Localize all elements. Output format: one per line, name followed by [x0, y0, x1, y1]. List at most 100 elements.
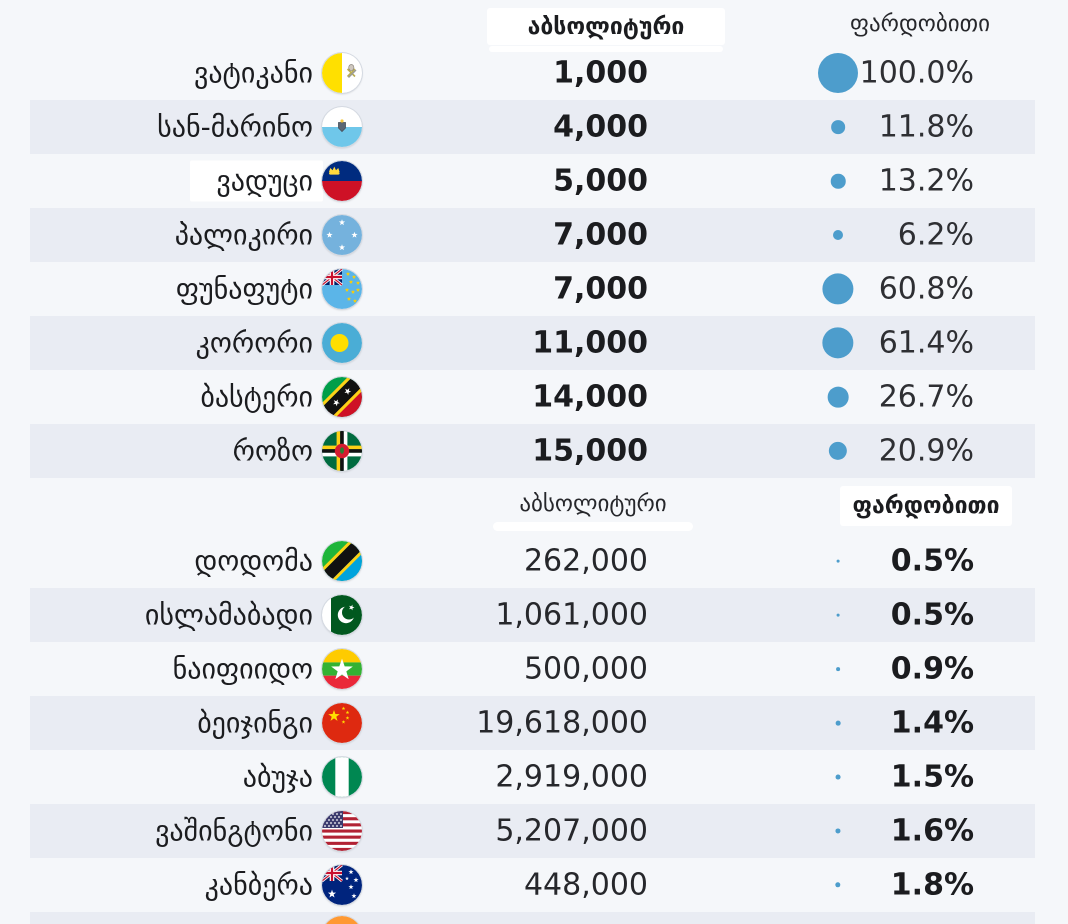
capital-row: ვატიკანი 1,000 100.0% [0, 46, 1068, 100]
percent-value: 1.4% [890, 705, 974, 741]
absolute-value: 19,618,000 [476, 705, 648, 741]
percent-value: 6.2% [897, 217, 974, 253]
partial-row [0, 912, 1068, 924]
percent-bubble [836, 667, 840, 671]
capital-row: ფუნაფუტი 7,000 60.8% [0, 262, 1068, 316]
flag-icon-tuvalu [322, 269, 362, 309]
absolute-value: 1,000 [553, 55, 648, 91]
percent-bubble [833, 230, 843, 240]
percent-bubble [831, 120, 845, 134]
absolute-value: 262,000 [523, 543, 648, 579]
absolute-value: 14,000 [532, 379, 648, 415]
percent-bubble [835, 828, 841, 834]
flag-icon-india [322, 916, 362, 924]
capital-name: კორორი [195, 326, 313, 360]
percent-value: 13.2% [878, 163, 974, 199]
header-underline-bar [493, 522, 693, 531]
absolute-value: 15,000 [532, 433, 648, 469]
capital-row: ისლამაბადი 1,061,000 0.5% [0, 588, 1068, 642]
flag-icon-nigeria [322, 757, 362, 797]
percent-bubble [828, 441, 848, 461]
large-capitals-section: აბსოლიტური ფარდობითი დოდომა 262,000 0.5% ი… [0, 478, 1068, 924]
flag-icon-san-marino [322, 107, 362, 147]
capital-name: სან-მარინო [157, 110, 313, 144]
percent-value: 11.8% [878, 109, 974, 145]
percent-value: 61.4% [878, 325, 974, 361]
capital-row: კორორი 11,000 61.4% [0, 316, 1068, 370]
capital-name: ვატიკანი [193, 56, 313, 90]
percent-value: 0.9% [890, 651, 974, 687]
capital-row: როზო 15,000 20.9% [0, 424, 1068, 478]
percent-bubble [827, 386, 849, 408]
column-header-relative: ფარდობითი [840, 486, 1012, 526]
capital-row: ვადუცი 5,000 13.2% [0, 154, 1068, 208]
flag-icon-pakistan [322, 595, 362, 635]
capital-row: ვაშინგტონი 5,207,000 1.6% [0, 804, 1068, 858]
percent-bubble [836, 559, 840, 563]
flag-icon-tanzania [322, 541, 362, 581]
percent-value: 26.7% [878, 379, 974, 415]
capital-row: ბეიჯინგი 19,618,000 1.4% [0, 696, 1068, 750]
flag-icon-saint-kitts [322, 377, 362, 417]
absolute-value: 7,000 [553, 271, 648, 307]
percent-bubble [836, 613, 840, 617]
absolute-value: 4,000 [553, 109, 648, 145]
header-underline-bar [489, 46, 723, 52]
capital-name: ფუნაფუტი [175, 272, 313, 306]
absolute-value: 5,000 [553, 163, 648, 199]
capital-name: აბუჯა [242, 760, 313, 794]
percent-bubble [835, 882, 841, 888]
column-header-absolute: აბსოლიტური [487, 8, 725, 45]
column-header-absolute: აბსოლიტური [519, 491, 667, 517]
capital-row: პალიკირი 7,000 6.2% [0, 208, 1068, 262]
capital-name: პალიკირი [174, 218, 313, 252]
percent-value: 1.8% [890, 867, 974, 903]
percent-bubble [822, 327, 854, 359]
capital-row: კანბერა 448,000 1.8% [0, 858, 1068, 912]
capital-name: კანბერა [204, 868, 313, 902]
percent-bubble [830, 173, 846, 189]
absolute-value: 7,000 [553, 217, 648, 253]
capital-name: ვადუცი [190, 160, 323, 202]
flag-icon-liechtenstein [322, 161, 362, 201]
column-header-absolute-label: აბსოლიტური [527, 13, 685, 40]
capital-name: ვაშინგტონი [155, 814, 313, 848]
table2-rows: დოდომა 262,000 0.5% ისლამაბადი 1,061,000 0.… [0, 534, 1068, 912]
column-header-relative: ფარდობითი [850, 11, 990, 37]
flag-icon-australia [322, 865, 362, 905]
absolute-value: 1,061,000 [495, 597, 648, 633]
table1-rows: ვატიკანი 1,000 100.0% სან-მარინო 4,000 11.8… [0, 46, 1068, 478]
percent-bubble [818, 53, 858, 93]
absolute-value: 448,000 [523, 867, 648, 903]
percent-value: 1.5% [890, 759, 974, 795]
capital-name: დოდომა [194, 544, 313, 578]
absolute-value: 2,919,000 [495, 759, 648, 795]
percent-value: 1.6% [890, 813, 974, 849]
table2-header: აბსოლიტური ფარდობითი [0, 478, 1068, 534]
absolute-value: 500,000 [523, 651, 648, 687]
capital-name: ნაიფიიდო [172, 652, 313, 686]
capital-row: დოდომა 262,000 0.5% [0, 534, 1068, 588]
capital-name: ბასტერი [200, 380, 313, 414]
percent-bubble [822, 273, 854, 305]
capital-row: სან-მარინო 4,000 11.8% [0, 100, 1068, 154]
capital-row: ნაიფიიდო 500,000 0.9% [0, 642, 1068, 696]
capital-row: ბასტერი 14,000 26.7% [0, 370, 1068, 424]
capital-row: აბუჯა 2,919,000 1.5% [0, 750, 1068, 804]
flag-icon-palau [322, 323, 362, 363]
flag-icon-vatican [322, 53, 362, 93]
percent-value: 100.0% [859, 55, 974, 91]
flag-icon-micronesia [322, 215, 362, 255]
capital-name: ბეიჯინგი [197, 706, 313, 740]
percent-value: 20.9% [878, 433, 974, 469]
absolute-value: 5,207,000 [495, 813, 648, 849]
percent-bubble [835, 774, 841, 780]
column-header-relative-label: ფარდობითი [852, 493, 1000, 519]
table1-header: აბსოლიტური ფარდობითი [0, 0, 1068, 52]
percent-value: 60.8% [878, 271, 974, 307]
absolute-value: 11,000 [532, 325, 648, 361]
small-capitals-section: აბსოლიტური ფარდობითი ვატიკანი 1,000 100.0… [0, 0, 1068, 478]
percent-value: 0.5% [890, 597, 974, 633]
flag-icon-dominica [322, 431, 362, 471]
